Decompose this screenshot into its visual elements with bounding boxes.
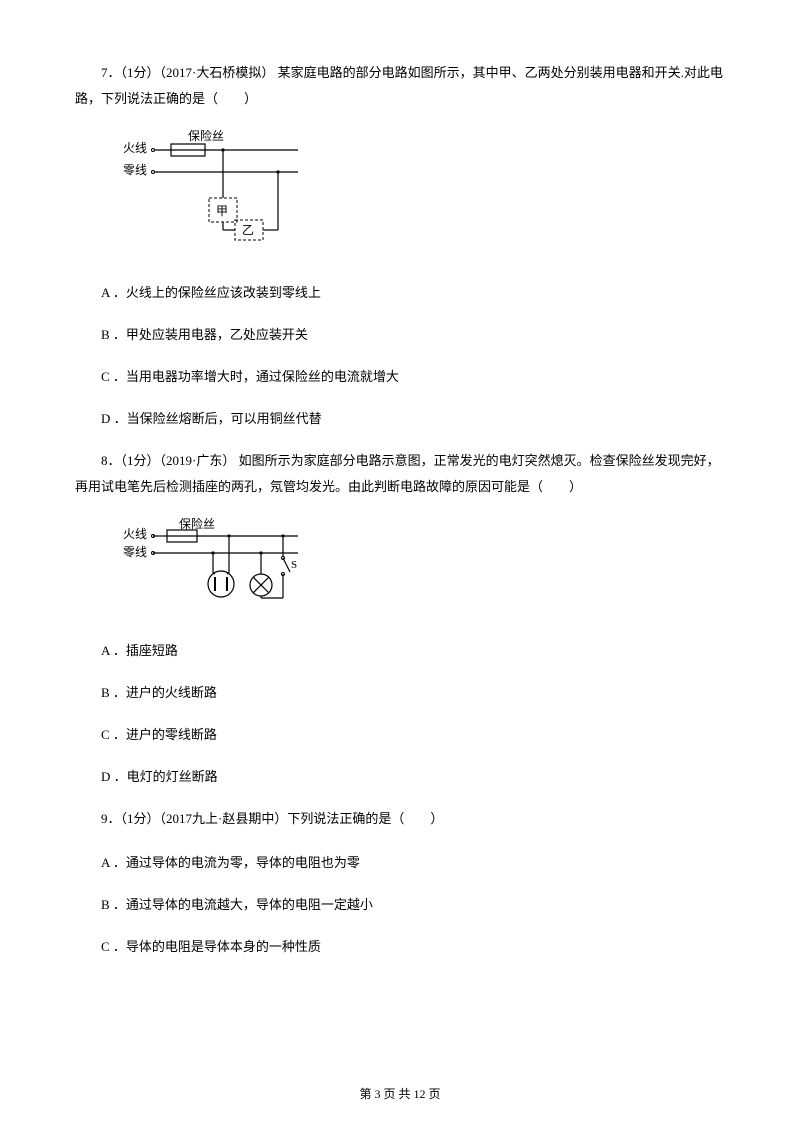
jia-label: 甲 [216, 204, 228, 218]
q8-opt-c: C ．进户的零线断路 [75, 722, 725, 748]
neutral-label: 零线 [123, 163, 147, 177]
q9-opt-a: A ．通过导体的电流为零，导体的电阻也为零 [75, 850, 725, 876]
page-footer: 第 3 页 共 12 页 [0, 1085, 800, 1102]
socket-icon [208, 571, 234, 597]
q9-stem-text: 下列说法正确的是（ ） [287, 811, 443, 826]
q9-points: （1分） [121, 811, 160, 826]
q8-opt-d: D ．电灯的灯丝断路 [75, 764, 725, 790]
q8-opt-b: B ．进户的火线断路 [75, 680, 725, 706]
q7-source: （2017·大石桥模拟） [160, 65, 275, 80]
q9-opt-b: B ．通过导体的电流越大，导体的电阻一定越小 [75, 892, 725, 918]
q7-opt-c: C ．当用电器功率增大时，通过保险丝的电流就增大 [75, 364, 725, 390]
fuse-label2: 保险丝 [179, 518, 215, 531]
live-label2: 火线 [123, 527, 147, 541]
yi-label: 乙 [242, 223, 254, 237]
q9-stem: 9．（1分）（2017九上·赵县期中）下列说法正确的是（ ） [75, 806, 725, 832]
q9-opt-c: C ．导体的电阻是导体本身的一种性质 [75, 934, 725, 960]
live-label: 火线 [123, 141, 147, 155]
neutral-label2: 零线 [123, 545, 147, 559]
page: 7．（1分）（2017·大石桥模拟） 某家庭电路的部分电路如图所示，其中甲、乙两… [0, 0, 800, 1132]
q7-opt-b: B ．甲处应装用电器，乙处应装开关 [75, 322, 725, 348]
q9-number: 9． [101, 811, 121, 826]
q7-opt-a: A ．火线上的保险丝应该改装到零线上 [75, 280, 725, 306]
q8-number: 8． [101, 453, 121, 468]
q8-stem: 8．（1分）（2019·广东） 如图所示为家庭部分电路示意图，正常发光的电灯突然… [75, 448, 725, 500]
q7-opt-d: D ．当保险丝熔断后，可以用铜丝代替 [75, 406, 725, 432]
switch-label: S [291, 559, 297, 571]
q9-source: （2017九上·赵县期中） [160, 811, 288, 826]
q7-figure: 火线 零线 保险丝 甲 乙 [123, 130, 725, 260]
q8-source: （2019·广东） [160, 453, 236, 468]
page-number: 第 3 页 共 12 页 [359, 1087, 440, 1101]
switch-icon [283, 558, 290, 572]
fuse-label: 保险丝 [188, 130, 224, 143]
q7-stem: 7．（1分）（2017·大石桥模拟） 某家庭电路的部分电路如图所示，其中甲、乙两… [75, 60, 725, 112]
q8-points: （1分） [121, 453, 160, 468]
q8-figure: 火线 零线 保险丝 [123, 518, 725, 618]
q8-opt-a: A ．插座短路 [75, 638, 725, 664]
q7-number: 7． [101, 65, 121, 80]
q7-points: （1分） [121, 65, 160, 80]
